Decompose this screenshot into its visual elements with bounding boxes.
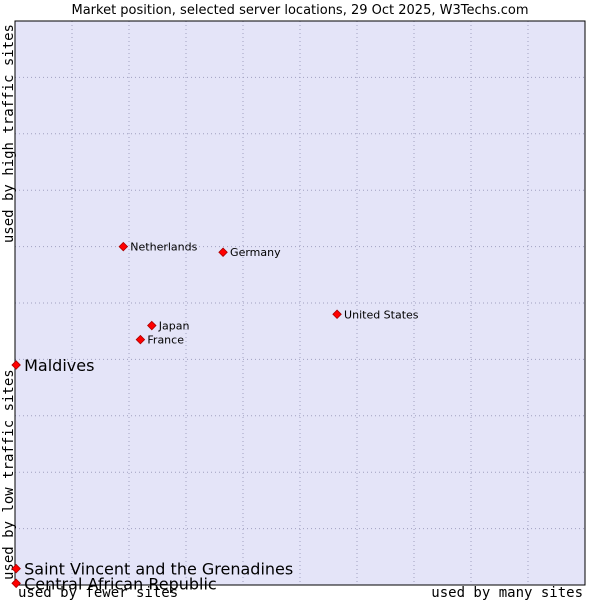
y-axis-label-bottom: used by low traffic sites (1, 369, 17, 580)
x-axis-label-left: used by fewer sites (18, 585, 178, 600)
data-point-marker (118, 241, 129, 252)
data-point-group: Netherlands (118, 241, 198, 254)
data-point-marker (332, 309, 342, 320)
data-point-group: Central African Republic (11, 574, 217, 593)
data-point-label: France (147, 334, 184, 347)
data-point-group: Japan (147, 320, 190, 333)
x-axis-label-right: used by many sites (431, 585, 583, 600)
data-point-marker (11, 563, 21, 574)
data-point-label: Central African Republic (24, 574, 217, 593)
chart-title: Market position, selected server locatio… (71, 3, 528, 18)
data-point-marker (135, 334, 146, 345)
data-point-group: France (135, 334, 184, 347)
data-point-marker (218, 247, 228, 258)
data-point-label: United States (344, 308, 419, 321)
data-point-label: Japan (158, 320, 190, 333)
data-point-group: Germany (218, 246, 281, 259)
data-point-group: Maldives (11, 356, 94, 375)
data-point-group: Saint Vincent and the Grenadines (11, 560, 293, 579)
data-point-marker (11, 578, 21, 589)
data-point-label: Netherlands (130, 241, 197, 254)
y-axis-label-top: used by high traffic sites (1, 24, 17, 243)
data-points: Netherlands Germany United States JapanFran… (11, 241, 419, 593)
grid-lines (15, 21, 585, 585)
data-point-group: United States (332, 308, 419, 321)
data-point-marker (11, 360, 21, 370)
plot-border (14, 20, 586, 586)
data-point-label: Maldives (24, 356, 94, 375)
data-point-label: Saint Vincent and the Grenadines (24, 560, 293, 579)
data-point-marker (147, 320, 157, 331)
data-point-label: Germany (230, 246, 281, 259)
